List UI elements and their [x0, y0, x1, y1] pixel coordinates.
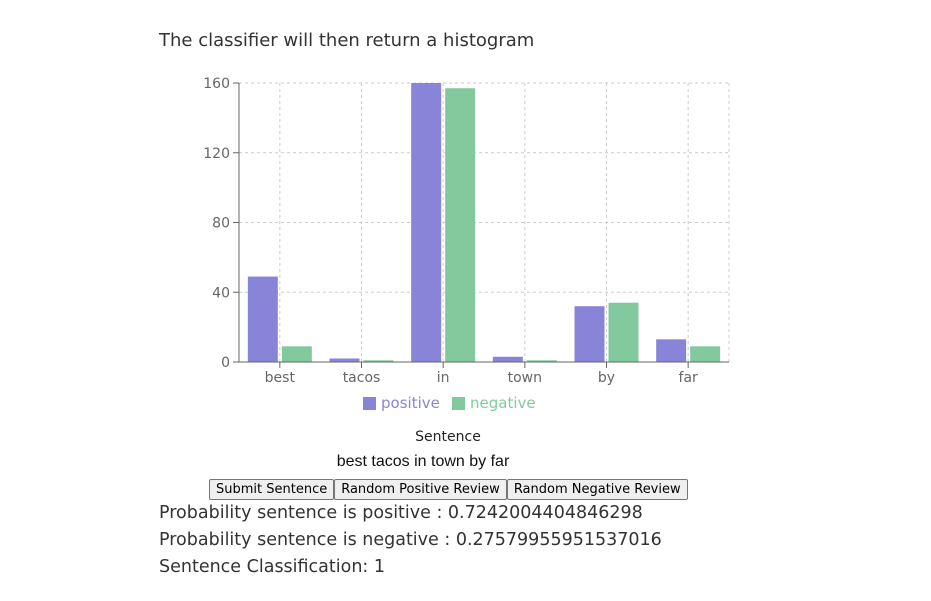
bar-positive-far[interactable]	[656, 339, 687, 362]
sentence-classification: Sentence Classification: 1	[159, 557, 386, 577]
x-tick-label: tacos	[343, 370, 381, 386]
chart-axes: 0 40 80 120 160 best tacos in town by far	[203, 76, 729, 386]
legend-swatch-positive	[363, 397, 376, 410]
bar-negative-tacos[interactable]	[363, 360, 394, 362]
chart-grid	[239, 82, 730, 362]
y-tick-label: 40	[212, 285, 230, 301]
positive-probability: Probability sentence is positive : 0.724…	[159, 503, 643, 523]
submit-sentence-button[interactable]: Submit Sentence	[209, 479, 335, 500]
x-tick-label: best	[265, 370, 296, 386]
histogram-chart: 0 40 80 120 160 best tacos in town by far positive…	[203, 76, 730, 412]
bar-positive-town[interactable]	[492, 356, 523, 362]
page-heading: The classifier will then return a histog…	[159, 30, 535, 51]
chart-legend: positive negative	[363, 394, 536, 412]
bar-negative-far[interactable]	[690, 346, 721, 362]
bar-negative-by[interactable]	[608, 302, 639, 362]
bar-negative-in[interactable]	[445, 88, 476, 362]
chart-bars	[247, 83, 721, 362]
x-tick-label: far	[679, 370, 699, 386]
negative-probability: Probability sentence is negative : 0.275…	[159, 530, 662, 550]
button-row: Submit Sentence Random Positive Review R…	[209, 479, 688, 500]
bar-positive-best[interactable]	[247, 276, 278, 362]
bar-positive-in[interactable]	[411, 83, 442, 362]
legend-swatch-negative	[452, 397, 465, 410]
sentence-label: Sentence	[415, 429, 481, 445]
y-tick-label: 160	[203, 76, 230, 92]
x-tick-label: by	[598, 370, 615, 386]
legend-label-negative: negative	[470, 394, 536, 412]
sentence-input[interactable]	[324, 451, 522, 473]
legend-label-positive: positive	[381, 394, 440, 412]
random-positive-review-button[interactable]: Random Positive Review	[334, 479, 507, 500]
y-tick-label: 80	[212, 216, 230, 232]
y-tick-label: 0	[221, 355, 230, 371]
random-negative-review-button[interactable]: Random Negative Review	[506, 479, 688, 500]
x-tick-label: town	[508, 370, 542, 386]
bar-positive-tacos[interactable]	[329, 358, 360, 362]
bar-negative-town[interactable]	[526, 360, 557, 362]
bar-negative-best[interactable]	[281, 346, 312, 362]
x-tick-label: in	[437, 370, 450, 386]
bar-positive-by[interactable]	[574, 306, 605, 362]
y-tick-label: 120	[203, 146, 230, 162]
